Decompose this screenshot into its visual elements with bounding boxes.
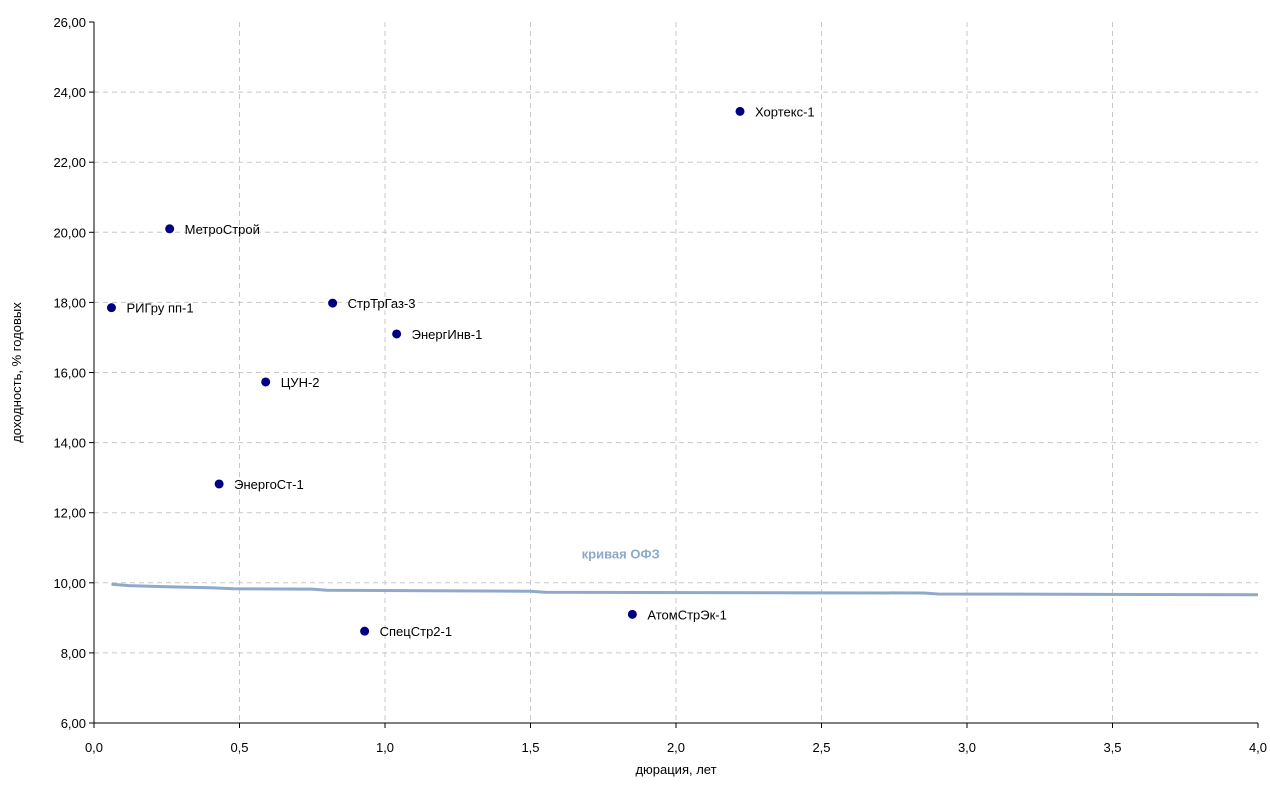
y-tick-label: 20,00 <box>53 225 86 240</box>
x-tick-label: 0,0 <box>85 740 103 755</box>
data-point-label: МетроСтрой <box>185 222 260 237</box>
y-axis-title: доходность, % годовых <box>9 302 24 443</box>
curve-layer <box>111 582 1259 597</box>
data-point-label: РИГру пп-1 <box>126 301 193 316</box>
x-tick-label: 3,5 <box>1103 740 1121 755</box>
data-point-label: ЭнергоСт-1 <box>234 477 304 492</box>
ofz-curve-line <box>111 582 1259 597</box>
data-point <box>106 303 116 313</box>
curve-label: кривая ОФЗ <box>582 546 660 561</box>
data-point-label: СтрТрГаз-3 <box>348 296 416 311</box>
axes: 0,0 0,5 1,0 1,5 2,0 2,5 3,0 3,5 4,0 6,00 8,00 10,00… <box>53 15 1267 755</box>
y-tick-label: 18,00 <box>53 295 86 310</box>
x-tick-label: 1,5 <box>521 740 539 755</box>
data-point <box>165 224 175 234</box>
x-tick-label: 3,0 <box>958 740 976 755</box>
grid <box>94 22 1258 723</box>
data-point <box>360 626 370 636</box>
y-tick-label: 26,00 <box>53 15 86 30</box>
data-point-label: Хортекс-1 <box>755 104 815 119</box>
data-point-label: ЦУН-2 <box>281 375 320 390</box>
y-tick-label: 14,00 <box>53 436 86 451</box>
data-point-label: ЭнергИнв-1 <box>412 327 483 342</box>
point-labels: Хортекс-1 МетроСтрой РИГру пп-1 СтрТрГаз-3 Э… <box>126 104 814 639</box>
y-tick-label: 16,00 <box>53 366 86 381</box>
data-point <box>328 298 338 308</box>
y-tick-label: 10,00 <box>53 576 86 591</box>
x-tick-label: 2,5 <box>812 740 830 755</box>
x-tick-label: 4,0 <box>1249 740 1267 755</box>
data-point <box>392 329 402 339</box>
x-tick-label: 2,0 <box>667 740 685 755</box>
data-point <box>214 479 224 489</box>
data-point-label: АтомСтрЭк-1 <box>647 607 727 622</box>
x-tick-label: 0,5 <box>230 740 248 755</box>
data-point <box>627 609 637 619</box>
data-point-label: СпецСтр2-1 <box>380 624 452 639</box>
y-tick-label: 6,00 <box>61 716 86 731</box>
y-tick-label: 22,00 <box>53 155 86 170</box>
y-tick-label: 12,00 <box>53 506 86 521</box>
data-point <box>261 377 271 387</box>
points-layer <box>106 106 745 636</box>
y-tick-label: 8,00 <box>61 646 86 661</box>
x-axis-title: дюрация, лет <box>635 762 716 777</box>
data-point <box>735 106 745 116</box>
y-tick-label: 24,00 <box>53 85 86 100</box>
x-tick-label: 1,0 <box>376 740 394 755</box>
